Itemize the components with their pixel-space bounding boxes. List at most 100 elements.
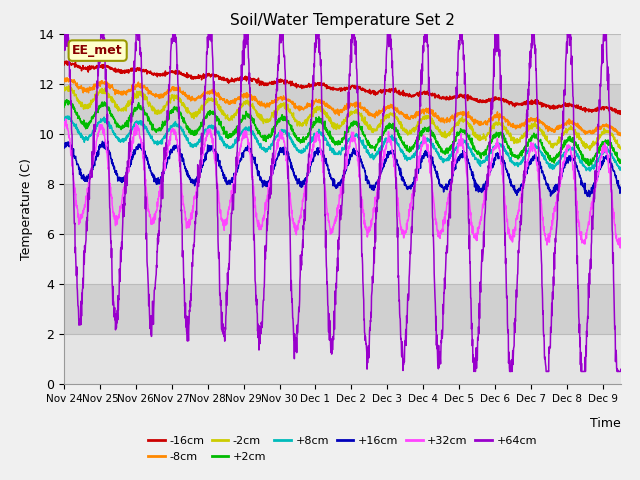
- -8cm: [60, 78, 68, 84]
- -2cm: [60, 86, 68, 92]
- +16cm: [499, 158, 506, 164]
- -2cm: [316, 104, 324, 110]
- +64cm: [331, 288, 339, 294]
- +16cm: [99, 139, 106, 144]
- +8cm: [331, 149, 339, 155]
- Line: -16cm: -16cm: [64, 61, 621, 114]
- -8cm: [617, 133, 625, 139]
- -8cm: [499, 114, 506, 120]
- +2cm: [601, 139, 609, 145]
- -16cm: [617, 108, 625, 114]
- -2cm: [617, 146, 625, 152]
- Line: +16cm: +16cm: [64, 142, 621, 197]
- Line: +8cm: +8cm: [64, 116, 621, 171]
- +64cm: [601, 31, 609, 36]
- +32cm: [331, 220, 339, 226]
- -8cm: [89, 87, 97, 93]
- -2cm: [499, 120, 506, 126]
- +64cm: [617, 366, 625, 372]
- +8cm: [617, 167, 625, 173]
- +64cm: [316, 57, 324, 62]
- +64cm: [60, 31, 68, 36]
- +2cm: [63, 97, 70, 103]
- +32cm: [62, 116, 70, 122]
- +8cm: [499, 142, 506, 148]
- +2cm: [585, 162, 593, 168]
- +32cm: [601, 148, 609, 154]
- +16cm: [88, 166, 96, 172]
- Legend: -16cm, -8cm, -2cm, +2cm, +8cm, +16cm, +32cm, +64cm: -16cm, -8cm, -2cm, +2cm, +8cm, +16cm, +3…: [143, 432, 541, 466]
- Y-axis label: Temperature (C): Temperature (C): [20, 158, 33, 260]
- -16cm: [60, 60, 68, 66]
- -16cm: [617, 111, 625, 117]
- -8cm: [331, 109, 339, 115]
- +32cm: [60, 125, 68, 131]
- -16cm: [499, 96, 506, 101]
- +2cm: [316, 120, 324, 125]
- +8cm: [316, 129, 324, 135]
- +2cm: [499, 130, 506, 136]
- +64cm: [602, 31, 609, 36]
- -16cm: [63, 58, 70, 64]
- Line: +64cm: +64cm: [64, 34, 621, 372]
- +2cm: [602, 139, 609, 144]
- +16cm: [602, 155, 609, 161]
- Bar: [64, 184, 621, 234]
- +2cm: [331, 142, 339, 148]
- Text: Time: Time: [590, 417, 621, 430]
- +64cm: [60, 36, 68, 42]
- +64cm: [499, 155, 507, 160]
- +32cm: [89, 161, 97, 167]
- -16cm: [601, 105, 609, 110]
- +8cm: [601, 149, 609, 155]
- +16cm: [60, 144, 68, 150]
- +8cm: [89, 128, 97, 133]
- -8cm: [617, 132, 625, 138]
- -16cm: [89, 64, 97, 70]
- +8cm: [64, 113, 72, 119]
- +32cm: [316, 147, 324, 153]
- -8cm: [63, 75, 71, 81]
- -8cm: [316, 99, 324, 105]
- +16cm: [331, 183, 339, 189]
- +16cm: [316, 147, 324, 153]
- +2cm: [60, 105, 68, 110]
- +32cm: [616, 245, 624, 251]
- +64cm: [470, 369, 478, 374]
- Title: Soil/Water Temperature Set 2: Soil/Water Temperature Set 2: [230, 13, 455, 28]
- Bar: [64, 134, 621, 184]
- +16cm: [586, 194, 593, 200]
- Bar: [64, 34, 621, 84]
- -16cm: [601, 105, 609, 110]
- +8cm: [60, 117, 68, 122]
- Text: EE_met: EE_met: [72, 44, 123, 57]
- +16cm: [617, 189, 625, 194]
- Bar: [64, 284, 621, 334]
- +2cm: [617, 160, 625, 166]
- -2cm: [601, 127, 609, 132]
- Bar: [64, 234, 621, 284]
- +32cm: [499, 173, 506, 179]
- Line: +32cm: +32cm: [64, 119, 621, 248]
- Line: -8cm: -8cm: [64, 78, 621, 136]
- -2cm: [89, 96, 97, 102]
- Line: -2cm: -2cm: [64, 86, 621, 150]
- -2cm: [602, 129, 609, 135]
- -2cm: [586, 147, 594, 153]
- -2cm: [65, 83, 72, 89]
- -16cm: [331, 85, 339, 91]
- -2cm: [331, 123, 339, 129]
- +32cm: [617, 240, 625, 245]
- +2cm: [89, 116, 97, 121]
- +16cm: [601, 155, 609, 160]
- -8cm: [601, 122, 609, 128]
- -8cm: [601, 123, 609, 129]
- Line: +2cm: +2cm: [64, 100, 621, 165]
- +8cm: [602, 148, 609, 154]
- -16cm: [316, 80, 324, 86]
- +64cm: [89, 162, 97, 168]
- Bar: [64, 84, 621, 134]
- Bar: [64, 334, 621, 384]
- +8cm: [586, 168, 594, 174]
- +32cm: [601, 140, 609, 146]
